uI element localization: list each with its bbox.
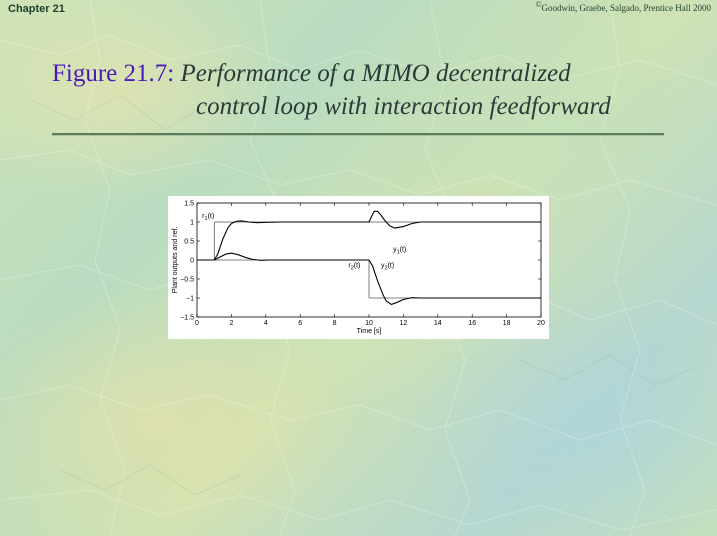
title-line-1: Figure 21.7: Performance of a MIMO decen… [52,57,611,90]
x-tick-label-10: 20 [537,320,545,327]
y-tick-label-5: −1 [186,296,194,303]
annotation-r2: r2(t) [348,263,360,272]
annotation-r2-base: r [348,263,351,270]
slide-title: Figure 21.7: Performance of a MIMO decen… [52,57,611,123]
annotation-y2-subscript: 2 [385,266,388,272]
annotation-r1-subscript: 1 [205,216,208,222]
copyright-symbol: © [535,0,542,9]
title-text-line-2: control loop with interaction feedforwar… [196,93,611,120]
chapter-label: Chapter 21 [8,3,65,15]
series-line-r2 [197,259,541,299]
annotation-y2: y2(t) [381,263,394,272]
title-divider [52,133,664,135]
annotation-y2-base: y [381,263,385,270]
title-text-line-1: Performance of a MIMO decentralized [180,60,571,87]
series-line-y1 [197,210,541,261]
x-tick-label-0: 0 [195,320,199,327]
annotation-y2-suffix: (t) [388,263,395,270]
figure-label: Figure 21.7: [52,60,175,87]
x-tick-label-3: 6 [298,320,302,327]
x-tick-label-9: 18 [503,320,511,327]
chart-panel: 0 2 4 6 8 10 12 14 16 18 20 1.5 1 0.5 0 −0.5 −1 −1.5 Ti… [168,196,549,339]
x-tick-label-6: 12 [400,320,408,327]
annotation-y1-suffix: (t) [400,246,407,253]
y-tick-label-3: 0 [190,258,194,265]
x-tick-label-7: 14 [434,320,442,327]
annotation-r1-base: r [202,213,205,220]
y-tick-label-2: 0.5 [183,239,194,246]
annotation-r1: r1(t) [202,213,214,222]
y-tick-label-6: −1.5 [180,315,194,322]
x-tick-label-8: 16 [468,320,476,327]
title-line-2: control loop with interaction feedforwar… [52,90,611,123]
x-tick-label-4: 8 [333,320,337,327]
x-tick-label-2: 4 [264,320,268,327]
annotation-r1-suffix: (t) [208,213,215,220]
y-axis-label: Plant outputs and ref. [172,227,179,294]
x-tick-label-1: 2 [229,320,233,327]
series-line-r1 [197,221,541,261]
annotation-y1-subscript: 1 [397,249,400,255]
x-tick-label-5: 10 [365,320,373,327]
copyright-text: Goodwin, Graebe, Salgado, Prentice Hall … [541,3,711,13]
line-chart: 0 2 4 6 8 10 12 14 16 18 20 1.5 1 0.50−0.5−1−1.5Ti… [172,201,545,336]
annotation-r2-subscript: 2 [351,266,354,272]
y-tick-label-4: −0.5 [180,277,194,284]
annotation-y1: y1(t) [393,246,406,255]
x-axis-label: Time [s] [357,328,382,335]
copyright-notice: ©Goodwin, Graebe, Salgado, Prentice Hall… [535,0,711,14]
y-tick-label-1: 1 [189,220,194,227]
annotation-r2-suffix: (t) [354,263,361,270]
series-line-y2 [197,252,541,306]
y-tick-label-0: 1.5 [183,201,194,208]
annotation-y1-base: y [393,246,397,253]
